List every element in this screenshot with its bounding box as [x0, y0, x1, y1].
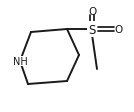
Text: O: O — [88, 7, 96, 17]
Text: NH: NH — [13, 56, 27, 66]
Text: O: O — [114, 25, 122, 35]
Text: S: S — [88, 23, 96, 36]
